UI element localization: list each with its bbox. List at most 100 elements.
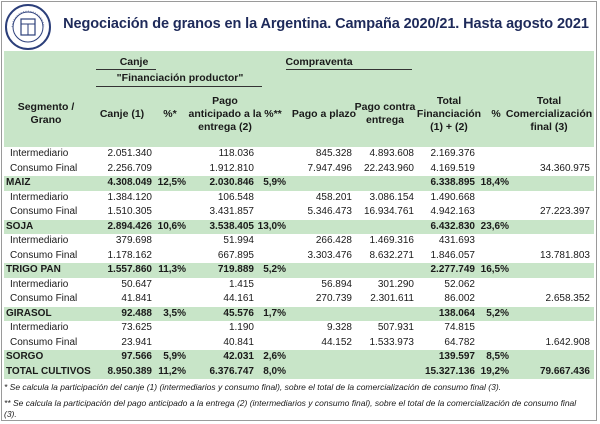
cell-canje: 73.625	[121, 322, 152, 333]
table-row: Consumo Final 2.256.709 1.912.810 7.947.496…	[4, 162, 594, 177]
financiacion-group-line	[96, 86, 262, 87]
cell-contra	[352, 220, 414, 235]
cell-pct2	[254, 249, 286, 264]
cell-pct3: 8,5%	[486, 351, 509, 362]
cell-totcom: 1.642.908	[545, 336, 591, 348]
compraventa-group-line	[286, 69, 412, 70]
cell-anticipado: 667.895	[217, 249, 254, 261]
col-pago-contra: Pago contra entrega	[354, 101, 416, 126]
col-pago-anticipado: Pago anticipado a la entrega (2)	[188, 95, 262, 133]
cell-plazo	[286, 176, 352, 191]
cell-anticipado: 3.538.405	[209, 220, 255, 232]
cell-canje: 97.566	[121, 351, 152, 362]
cell-pct2	[254, 321, 286, 336]
cell-totfin: 1.490.668	[430, 191, 476, 203]
cell-contra: 2.301.611	[370, 293, 414, 304]
cell-totfin: 2.277.749	[430, 264, 476, 275]
col-total-financiacion: Total Financiación (1) + (2)	[416, 95, 482, 133]
cell-anticipado: 3.431.857	[209, 206, 255, 217]
cell-totfin: 1.846.057	[430, 249, 476, 261]
cell-totfin: 431.693	[438, 235, 475, 246]
cell-canje: 8.950.389	[107, 365, 153, 377]
cell-totfin: 52.062	[444, 278, 475, 290]
cell-canje: 50.647	[121, 278, 152, 290]
footnote-2: ** Se calcula la participación del pago …	[4, 398, 577, 419]
cell-seg: Consumo Final	[10, 249, 78, 261]
cell-totfin: 15.327.136	[424, 365, 475, 377]
cell-totfin: 64.782	[444, 336, 475, 348]
page-title: Negociación de granos en la Argentina. C…	[63, 16, 589, 32]
cell-seg: SOJA	[6, 220, 34, 232]
cell-pct2: 1,7%	[263, 307, 286, 319]
cell-canje: 1.178.162	[107, 249, 153, 261]
cell-pct2: 2,6%	[263, 351, 286, 362]
cell-totcom	[509, 321, 590, 336]
cell-contra	[352, 176, 414, 191]
cell-pct3: 19,2%	[480, 365, 509, 377]
cell-pct1: 11,3%	[158, 264, 186, 275]
cell-pct3: 18,4%	[480, 177, 509, 188]
cell-totcom: 2.658.352	[545, 293, 591, 304]
cell-canje: 1.510.305	[107, 206, 153, 217]
cell-seg: Intermediario	[10, 191, 69, 203]
cell-pct1	[152, 249, 186, 264]
cell-pct2	[254, 292, 286, 307]
cell-totfin: 138.064	[438, 307, 475, 319]
cell-plazo	[286, 220, 352, 235]
cell-pct3	[475, 292, 509, 307]
cell-seg: Consumo Final	[10, 162, 78, 174]
table-body: Intermediario 2.051.340 118.036 845.328 4.89…	[4, 147, 594, 379]
grain-table: Canje Compraventa "Financiación producto…	[4, 51, 594, 379]
cell-pct1: 11,2%	[158, 365, 186, 377]
cell-totfin: 4.942.163	[430, 206, 476, 217]
cell-pct1: 5,9%	[163, 351, 186, 362]
cell-pct3	[475, 147, 509, 162]
cell-totfin: 6.432.830	[430, 220, 476, 232]
cell-seg: Consumo Final	[10, 206, 78, 217]
table-row: Consumo Final 1.510.305 3.431.857 5.346.473…	[4, 205, 594, 220]
cell-pct3: 16,5%	[480, 264, 509, 275]
table-total-row: GIRASOL 92.488 3,5% 45.576 1,7% 138.064 5,2%	[4, 306, 594, 321]
cell-plazo: 5.346.473	[307, 206, 353, 217]
cell-plazo	[286, 365, 352, 380]
table-total-row: SORGO 97.566 5,9% 42.031 2,6% 139.597 8,5%	[4, 350, 594, 365]
footnote-1: * Se calcula la participación del canje …	[4, 382, 502, 392]
cell-totcom	[509, 147, 590, 162]
cell-canje: 379.698	[115, 235, 152, 246]
col-pct2: %**	[264, 108, 282, 120]
cell-anticipado: 51.994	[223, 235, 254, 246]
cell-anticipado: 44.161	[223, 293, 254, 304]
cell-totfin: 4.169.519	[430, 162, 476, 174]
cell-anticipado: 118.036	[218, 148, 254, 159]
cell-totcom	[509, 191, 590, 206]
cell-anticipado: 40.841	[223, 336, 254, 348]
cell-canje: 2.256.709	[107, 162, 153, 174]
cell-pct2	[254, 147, 286, 162]
cell-totcom	[509, 234, 590, 249]
cell-totcom: 27.223.397	[539, 206, 590, 217]
cell-contra: 22.243.960	[363, 162, 414, 174]
cell-pct1	[152, 191, 186, 206]
cell-pct1	[152, 162, 186, 177]
canje-group-label: Canje	[119, 56, 149, 68]
cell-contra: 16.934.761	[363, 206, 414, 217]
cell-canje: 2.051.340	[107, 148, 153, 159]
cell-pct2	[254, 278, 286, 293]
cell-seg: Intermediario	[10, 278, 69, 290]
cell-pct3: 23,6%	[480, 220, 509, 232]
cell-pct3	[475, 234, 509, 249]
cell-totfin: 86.002	[444, 293, 475, 304]
table-header: Canje Compraventa "Financiación producto…	[4, 51, 594, 147]
cell-pct3	[475, 249, 509, 264]
cell-seg: Consumo Final	[10, 293, 78, 304]
cell-seg: Intermediario	[10, 235, 69, 246]
cell-pct3	[475, 278, 509, 293]
table-total-row: MAIZ 4.308.049 12,5% 2.030.846 5,9% 6.338.895…	[4, 176, 594, 191]
canje-group-line	[96, 69, 156, 70]
cell-seg: GIRASOL	[6, 307, 52, 319]
cell-plazo: 44.152	[321, 336, 352, 348]
cell-seg: SORGO	[6, 351, 44, 362]
cell-totcom	[509, 350, 590, 365]
cell-anticipado: 1.190	[228, 322, 254, 333]
